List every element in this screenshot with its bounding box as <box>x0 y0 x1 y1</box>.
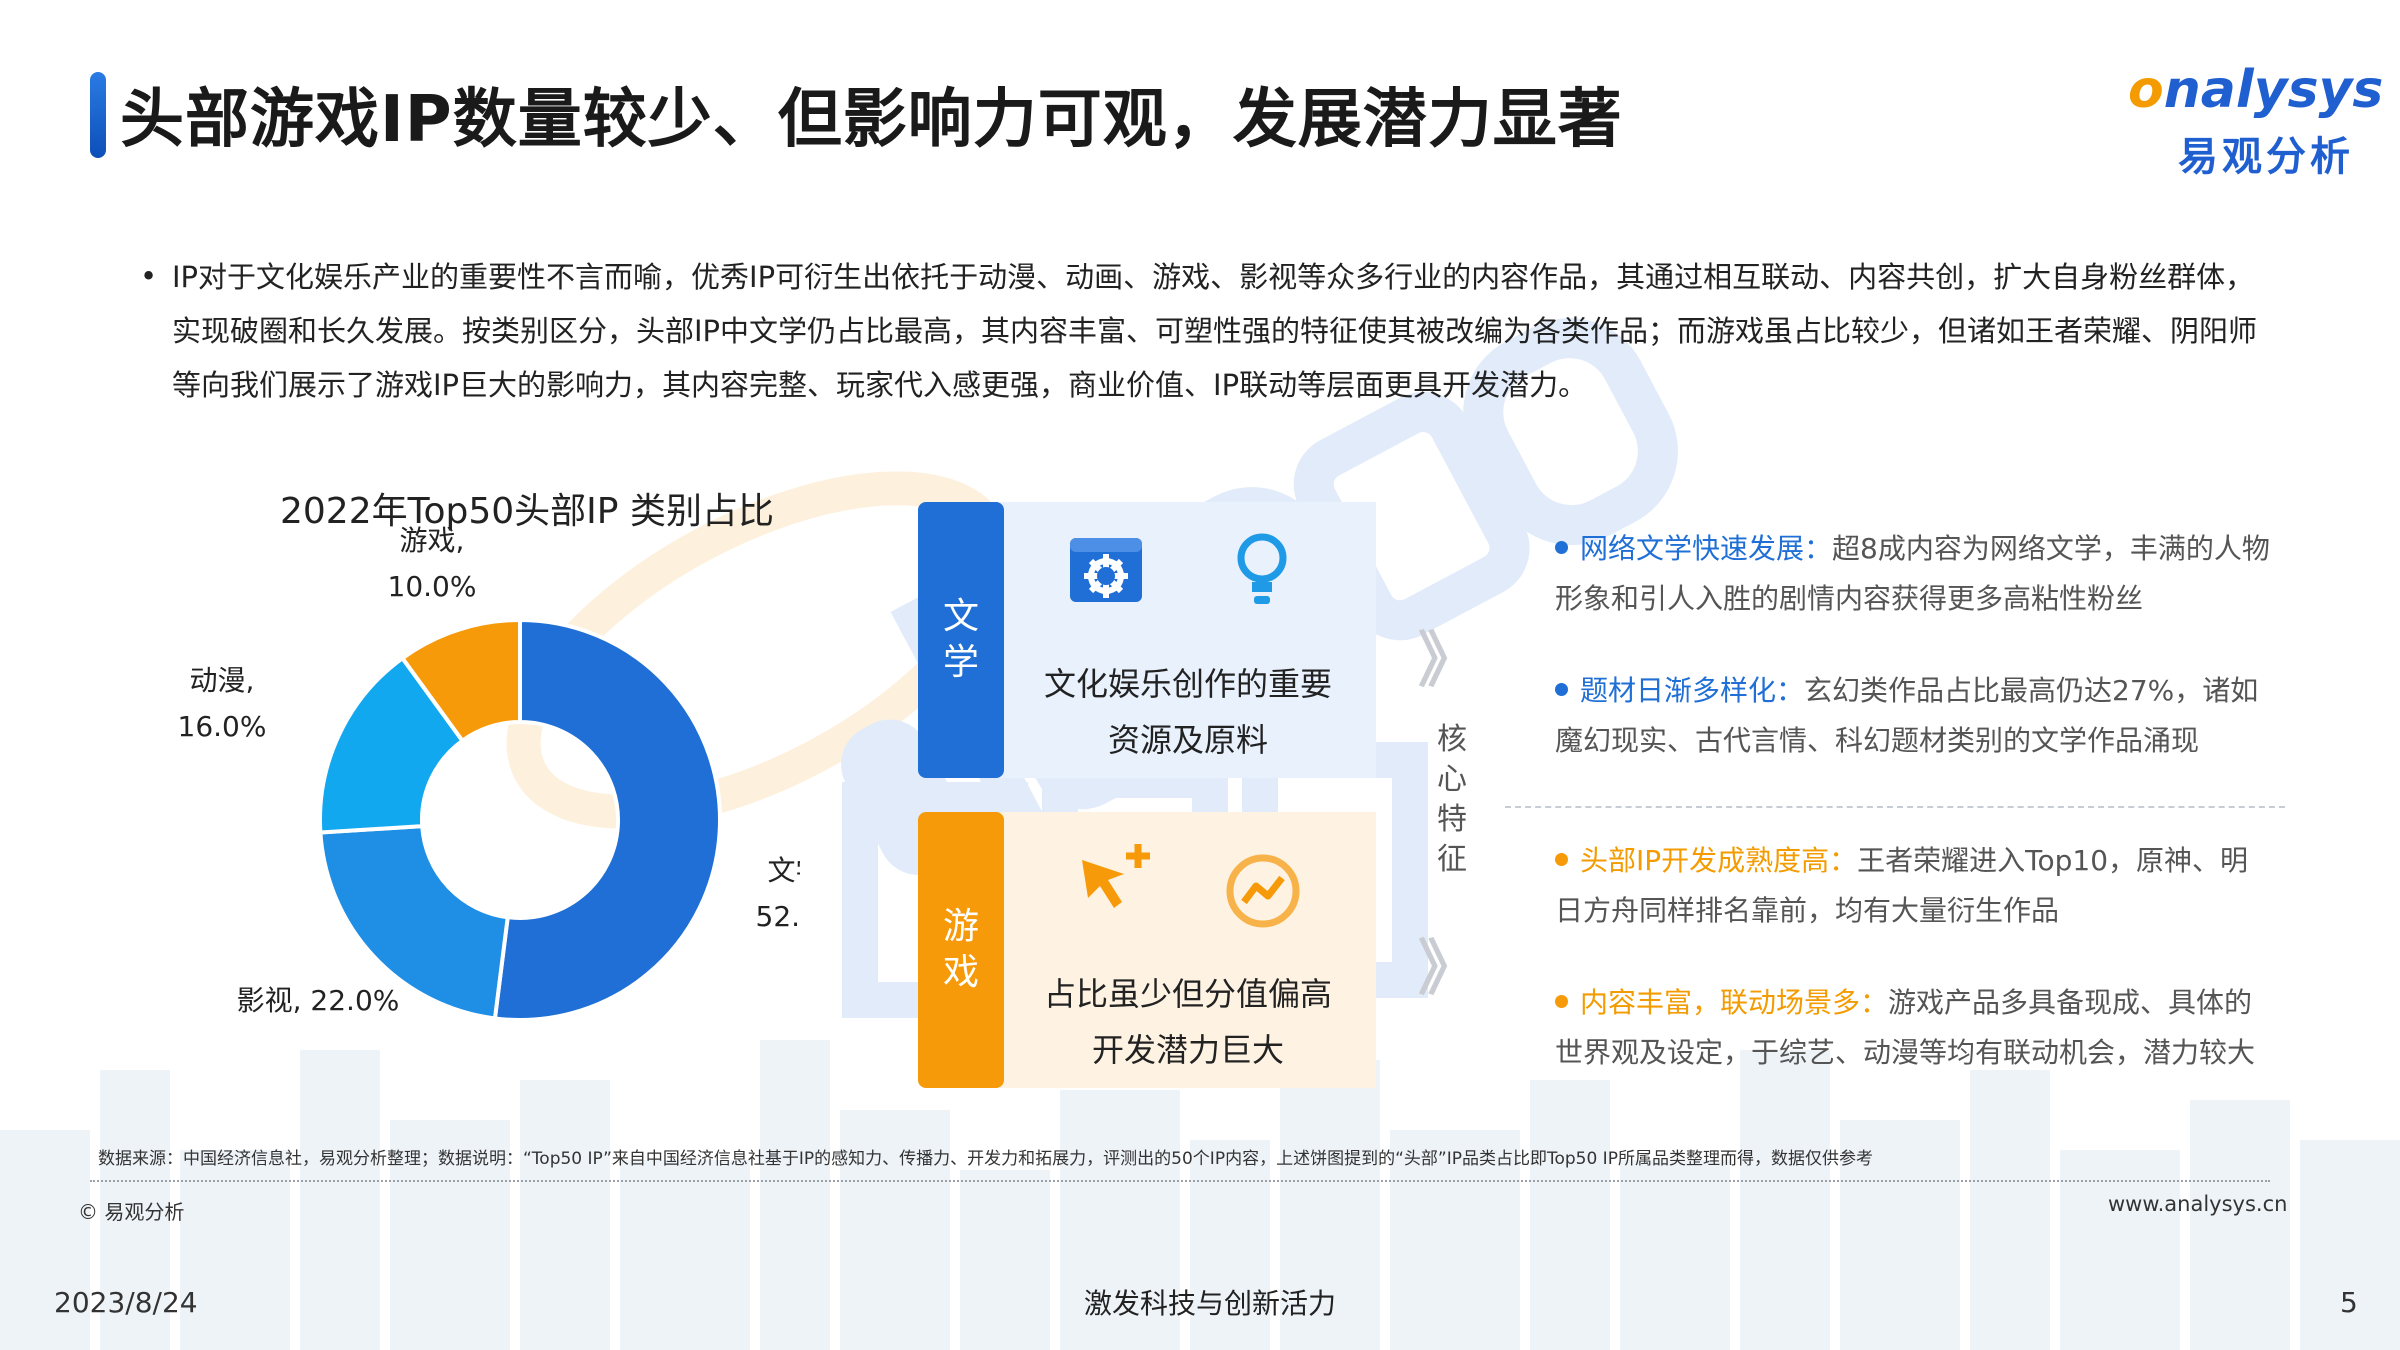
literature-desc-1: 文化娱乐创作的重要 <box>1043 665 1332 703</box>
literature-tag: 文 学 <box>918 502 1004 778</box>
game-desc-2: 开发潜力巨大 <box>1091 1031 1284 1069</box>
feature-text: 游戏产品多具备现成、具体的世界观及设定，于综艺、动漫等均有联动机会，潜力较大 <box>1555 986 2256 1069</box>
feature-text: 超8成内容为网络文学，丰满的人物形象和引人入胜的剧情内容获得更多高粘性粉丝 <box>1555 532 2270 615</box>
game-panel-bg <box>1000 812 1376 1088</box>
feature-dot <box>1555 682 1568 696</box>
slice-game-label: 10.0% <box>388 570 477 603</box>
logo-cn-text: 易观分析 <box>2178 134 2354 180</box>
feature-text: 玄幻类作品占比最高仍达27%，诸如魔幻现实、古代言情、科幻题材类别的文学作品涌现 <box>1555 674 2259 757</box>
feature-sep: ： <box>1804 532 1833 565</box>
trend-circle-icon <box>1226 854 1300 928</box>
feature-key: 网络文学快速发展 <box>1580 532 1805 565</box>
slice-literature-label: 文学, <box>768 854 800 887</box>
literature-desc-2: 资源及原料 <box>1107 721 1268 759</box>
game-tag: 游 戏 <box>918 812 1004 1088</box>
gear-box-icon <box>1070 538 1142 602</box>
report-date: 2023/8/24 <box>54 1286 198 1319</box>
intro-paragraph: IP对于文化娱乐产业的重要性不言而喻，优秀IP可衍生出依托于动漫、动画、游戏、影… <box>172 260 2258 402</box>
chevron-right-icon-bottom: 》 <box>1418 934 1478 1004</box>
feature-text: 王者荣耀进入Top10，原神、明日方舟同样排名靠前，均有大量衍生作品 <box>1555 844 2249 927</box>
analysys-logo: onalysys <box>2128 60 2383 120</box>
feature-dot <box>1555 852 1568 866</box>
logo-o: o <box>2128 60 2164 120</box>
slice-game-label: 游戏, <box>400 524 465 557</box>
core-char-1: 核 <box>1437 722 1467 757</box>
feature-item-4: 内容丰富，联动场景多：游戏产品多具备现成、具体的世界观及设定，于综艺、动漫等均有… <box>1555 978 2275 1078</box>
slice-literature <box>492 617 723 1022</box>
donut-chart: 文学, 52.0% 影视, 22.0% 动漫, 16.0% 游戏, 10.0% <box>178 524 800 1022</box>
game-tag-char-1: 游 <box>942 906 979 947</box>
slice-literature-label: 52.0% <box>756 900 800 933</box>
feature-sep: ： <box>1860 986 1889 1019</box>
title-accent-bar <box>90 72 106 158</box>
feature-item-2: 题材日渐多样化：玄幻类作品占比最高仍达27%，诸如魔幻现实、古代言情、科幻题材类… <box>1555 666 2275 766</box>
intro-bullet: • <box>140 259 158 293</box>
feature-dot <box>1555 994 1568 1008</box>
chevron-right-icon-top: 》 <box>1418 626 1478 696</box>
feature-key: 头部IP开发成熟度高 <box>1580 844 1830 877</box>
skyline-background <box>0 1040 2400 1350</box>
data-source-note: 数据来源：中国经济信息社，易观分析整理；数据说明：“Top50 IP”来自中国经… <box>98 1149 1873 1169</box>
chart-title: 2022年Top50头部IP 类别占比 <box>280 491 774 532</box>
footer-dotted-line <box>90 1180 2270 1182</box>
core-char-3: 特 <box>1437 802 1467 837</box>
core-char-2: 心 <box>1437 762 1467 797</box>
core-feature-label: 核 心 特 征 <box>1432 720 1472 880</box>
slice-anime-label: 16.0% <box>178 710 267 743</box>
lightbulb-icon <box>1237 533 1287 604</box>
feature-item-1: 网络文学快速发展：超8成内容为网络文学，丰满的人物形象和引人入胜的剧情内容获得更… <box>1555 524 2275 624</box>
slice-game <box>399 617 522 744</box>
slice-anime <box>318 655 466 835</box>
literature-panel-bg <box>1000 502 1376 778</box>
game-desc-1: 占比虽少但分值偏高 <box>1043 975 1332 1013</box>
feature-key: 内容丰富，联动场景多 <box>1580 986 1861 1019</box>
page-title: 头部游戏IP数量较少、但影响力可观，发展潜力显著 <box>120 83 1623 157</box>
game-tag-char-2: 戏 <box>942 952 979 993</box>
copyright: © 易观分析 <box>78 1200 185 1224</box>
literature-tag-char-2: 学 <box>942 642 979 683</box>
literature-tag-char-1: 文 <box>942 596 979 637</box>
page-number: 5 <box>2340 1286 2358 1319</box>
feature-sep: ： <box>1829 844 1858 877</box>
logo-en-text: nalysys <box>2163 60 2384 120</box>
feature-sep: ： <box>1776 674 1805 707</box>
feature-divider <box>1505 806 2285 808</box>
slogan: 激发科技与创新活力 <box>1084 1287 1337 1320</box>
website-link[interactable]: www.analysys.cn <box>2108 1192 2288 1216</box>
feature-key: 题材日渐多样化 <box>1580 674 1777 707</box>
feature-item-3: 头部IP开发成熟度高：王者荣耀进入Top10，原神、明日方舟同样排名靠前，均有大… <box>1555 836 2275 936</box>
cursor-plus-icon <box>1082 844 1150 908</box>
feature-dot <box>1555 540 1568 554</box>
slice-anime-label: 动漫, <box>190 664 255 697</box>
slice-film-label: 影视, 22.0% <box>237 984 400 1017</box>
core-char-4: 征 <box>1437 842 1467 877</box>
slice-film <box>318 824 510 1021</box>
